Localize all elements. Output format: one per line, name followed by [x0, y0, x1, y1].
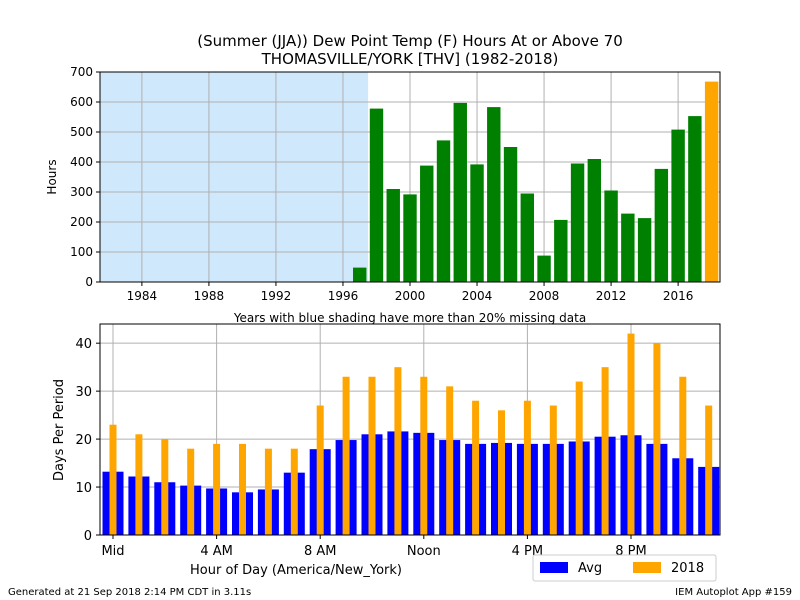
bar-2018-hour-15: [498, 410, 505, 535]
y-tick-label: 10: [75, 481, 92, 496]
y-tick-label: 200: [70, 215, 93, 229]
bar-2018-hour-13: [446, 386, 454, 535]
x-tick-label: 1996: [328, 289, 359, 303]
bar-year-2010: [570, 163, 585, 282]
legend-swatch-avg: [540, 562, 568, 573]
bar-2018-hour-19: [601, 367, 609, 535]
bar-year-2008: [537, 255, 551, 282]
bar-2018-hour-14: [472, 400, 480, 535]
legend-label-avg: Avg: [578, 561, 602, 576]
bar-2018-hour-21: [653, 343, 661, 535]
bar-year-2007: [520, 193, 534, 282]
bar-year-2005: [487, 107, 501, 282]
x-tick-label: 2004: [462, 289, 493, 303]
chart-title-line1: (Summer (JJA)) Dew Point Temp (F) Hours …: [197, 32, 623, 50]
y-tick-label: 300: [70, 185, 93, 199]
bar-year-2006: [503, 147, 518, 282]
x-tick-label: Noon: [407, 544, 441, 559]
y-tick-label: 0: [84, 529, 92, 544]
bar-2018-hour-7: [290, 448, 298, 535]
bottom-y-axis-label: Days Per Period: [52, 379, 67, 481]
bottom-axes-frame: [99, 323, 721, 536]
y-tick-label: 40: [75, 337, 92, 352]
y-tick-label: 30: [75, 385, 92, 400]
bar-year-2004: [470, 164, 484, 282]
legend-box: [532, 554, 717, 582]
bar-2018-hour-0: [109, 424, 117, 535]
legend: Avg 2018: [532, 554, 717, 582]
bar-2018-hour-17: [549, 405, 557, 535]
x-tick-label: 1988: [194, 289, 225, 303]
chart-title-line2: THOMASVILLE/YORK [THV] (1982-2018): [261, 50, 559, 68]
footer-generated: Generated at 21 Sep 2018 2:14 PM CDT in …: [8, 587, 251, 598]
bar-year-2002: [436, 140, 451, 282]
bar-2018-hour-11: [394, 367, 402, 535]
top-x-axis-label: Years with blue shading have more than 2…: [233, 311, 586, 325]
x-tick-label: 2000: [395, 289, 426, 303]
bar-year-2000: [403, 194, 417, 282]
bar-2018-hour-10: [368, 376, 376, 535]
bar-year-2018: [704, 81, 719, 282]
bar-year-1997: [353, 267, 367, 282]
y-tick-label: 100: [70, 245, 93, 259]
bar-2018-hour-9: [342, 376, 350, 535]
x-tick-label: Mid: [101, 544, 124, 559]
y-tick-label: 700: [70, 65, 93, 79]
x-tick-label: 1992: [261, 289, 292, 303]
x-tick-label: 2008: [529, 289, 560, 303]
yearly-hours-chart: 1984 1988 1992 1996 2000 2004 2008 2012 2016 0 100…: [45, 65, 721, 325]
bar-year-2003: [453, 102, 467, 283]
x-tick-label: 8 AM: [304, 544, 337, 559]
y-tick-label: 20: [75, 433, 92, 448]
y-tick-label: 500: [70, 125, 93, 139]
bar-2018-hour-1: [135, 434, 143, 535]
x-tick-label: 2016: [663, 289, 694, 303]
bar-2018-hour-2: [161, 439, 169, 535]
bar-year-2016: [671, 129, 685, 282]
bar-year-2014: [637, 218, 652, 282]
bar-2018-hour-8: [316, 405, 324, 535]
legend-label-2018: 2018: [671, 561, 704, 576]
bar-year-2017: [688, 116, 702, 282]
bar-year-2011: [587, 159, 602, 282]
bar-2018-hour-12: [420, 376, 428, 535]
x-tick-label: 4 AM: [200, 544, 233, 559]
bar-2018-hour-6: [264, 448, 272, 535]
missing-data-shading: [100, 72, 369, 282]
bar-year-2015: [654, 168, 669, 282]
footer-app: IEM Autoplot App #159: [675, 587, 792, 598]
y-tick-label: 600: [70, 95, 93, 109]
bar-2018-hour-18: [575, 381, 583, 535]
top-y-axis-label: Hours: [45, 159, 59, 194]
bar-year-1998: [369, 108, 384, 282]
bar-2018-hour-23: [705, 405, 713, 535]
bar-2018-hour-16: [523, 400, 531, 535]
x-tick-label: 2012: [596, 289, 627, 303]
bar-2018-hour-5: [239, 443, 246, 535]
bar-year-2012: [604, 190, 618, 282]
y-tick-label: 400: [70, 155, 93, 169]
legend-swatch-2018: [633, 562, 661, 573]
bar-2018-hour-4: [213, 443, 221, 535]
bar-2018-hour-20: [627, 333, 635, 535]
bar-2018-hour-22: [679, 376, 687, 535]
bar-2018-hour-3: [187, 448, 195, 535]
bar-year-1999: [386, 189, 400, 282]
y-tick-label: 0: [85, 275, 93, 289]
bottom-x-axis-label: Hour of Day (America/New_York): [190, 563, 402, 578]
bar-year-2013: [621, 213, 635, 282]
bar-year-2009: [554, 219, 568, 282]
x-tick-label: 1984: [127, 289, 158, 303]
bar-year-2001: [420, 165, 434, 282]
